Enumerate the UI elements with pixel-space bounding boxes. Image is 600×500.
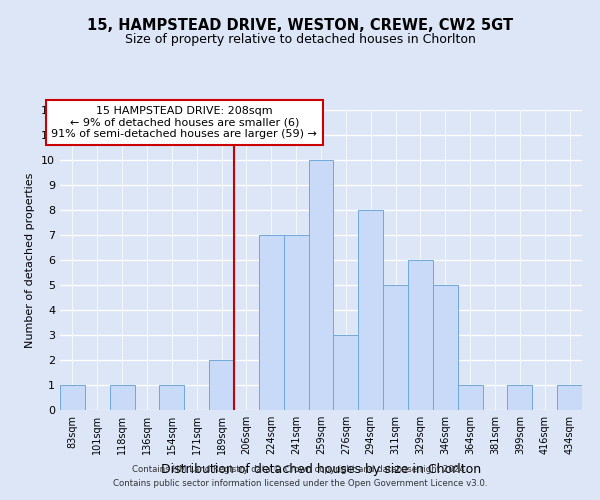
Bar — [334, 335, 358, 410]
Bar — [433, 285, 458, 410]
Bar — [383, 285, 408, 410]
Bar — [110, 385, 134, 410]
Text: Contains HM Land Registry data © Crown copyright and database right 2024.
Contai: Contains HM Land Registry data © Crown c… — [113, 466, 487, 487]
Bar — [60, 385, 85, 410]
Bar — [284, 235, 308, 410]
Bar — [557, 385, 582, 410]
Bar — [358, 210, 383, 410]
Y-axis label: Number of detached properties: Number of detached properties — [25, 172, 35, 348]
Bar — [508, 385, 532, 410]
Bar — [408, 260, 433, 410]
Text: 15 HAMPSTEAD DRIVE: 208sqm
← 9% of detached houses are smaller (6)
91% of semi-d: 15 HAMPSTEAD DRIVE: 208sqm ← 9% of detac… — [52, 106, 317, 139]
Text: 15, HAMPSTEAD DRIVE, WESTON, CREWE, CW2 5GT: 15, HAMPSTEAD DRIVE, WESTON, CREWE, CW2 … — [87, 18, 513, 32]
Bar — [458, 385, 482, 410]
Bar — [160, 385, 184, 410]
Bar — [209, 360, 234, 410]
Text: Size of property relative to detached houses in Chorlton: Size of property relative to detached ho… — [125, 32, 475, 46]
Bar — [259, 235, 284, 410]
Bar — [308, 160, 334, 410]
X-axis label: Distribution of detached houses by size in Chorlton: Distribution of detached houses by size … — [161, 462, 481, 475]
